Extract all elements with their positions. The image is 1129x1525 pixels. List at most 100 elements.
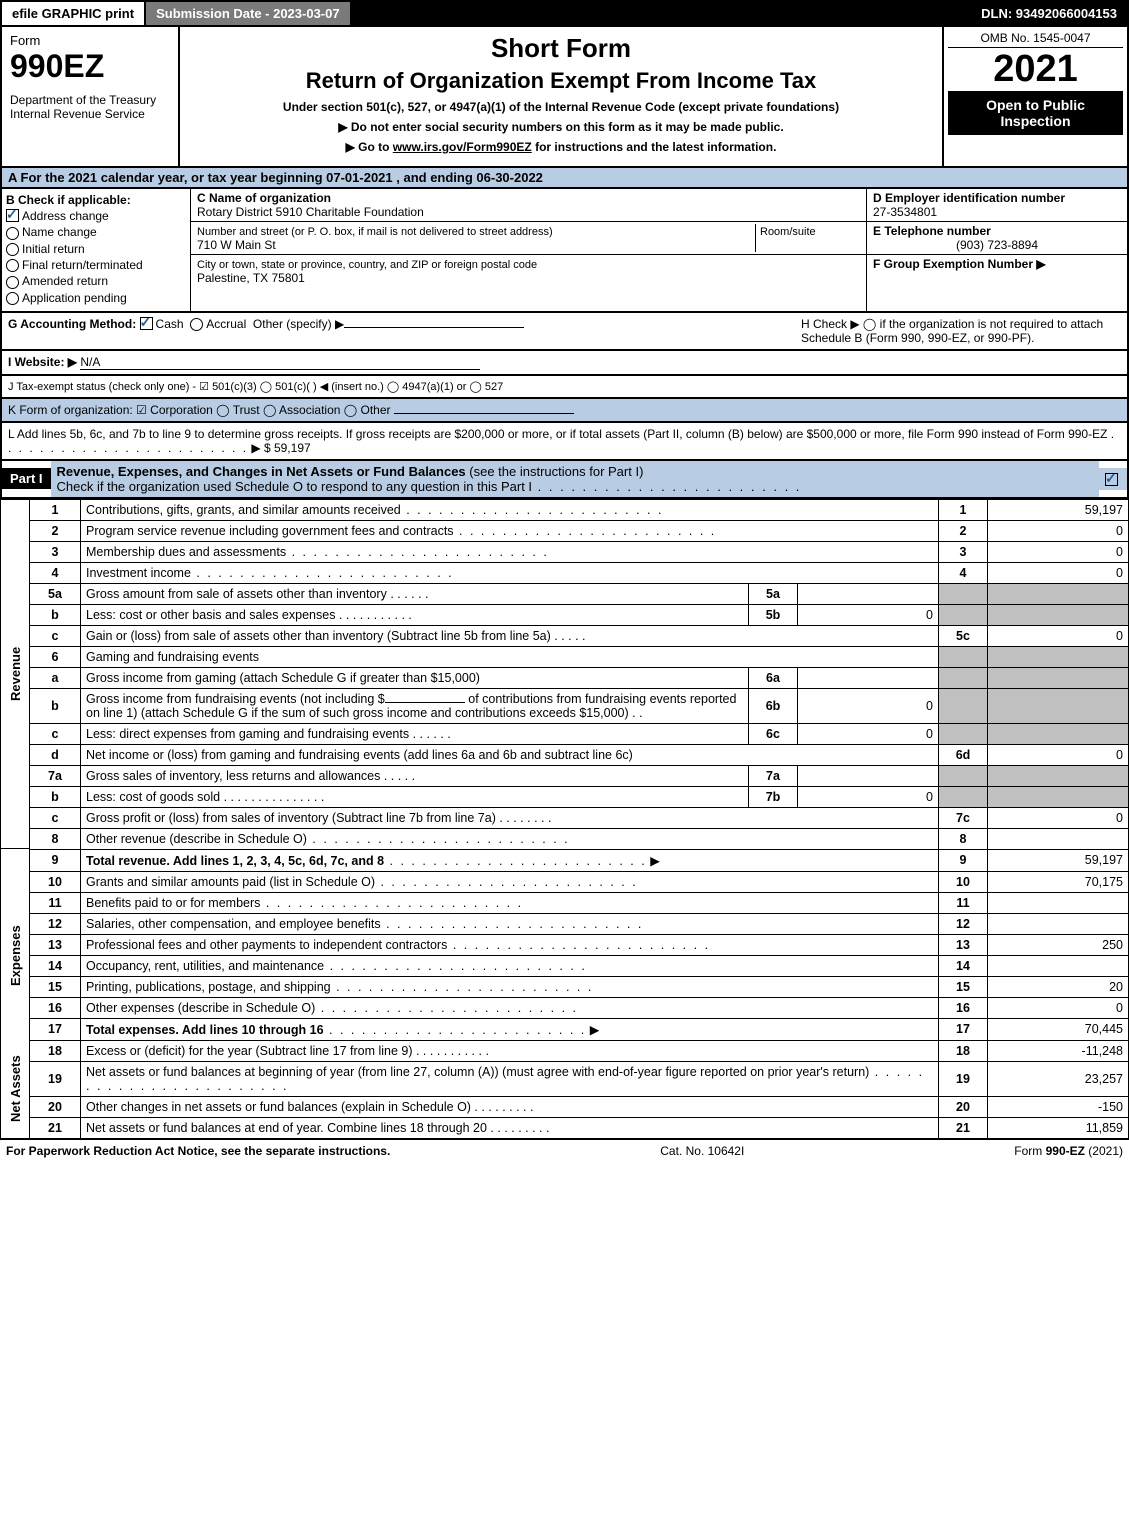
line-7c-desc: Gross profit or (loss) from sales of inv…	[86, 811, 496, 825]
page-footer: For Paperwork Reduction Act Notice, see …	[0, 1139, 1129, 1162]
line-11-amt	[988, 892, 1129, 913]
line-7c-no: c	[30, 807, 81, 828]
e-label: E Telephone number	[873, 224, 991, 238]
line-6a-sub: 6a	[749, 667, 798, 688]
line-5c-desc: Gain or (loss) from sale of assets other…	[86, 629, 551, 643]
line-5c-col: 5c	[939, 625, 988, 646]
room-label: Room/suite	[760, 226, 816, 238]
line-7c-amt: 0	[988, 807, 1129, 828]
line-7b-sub: 7b	[749, 786, 798, 807]
line-13-amt: 250	[988, 934, 1129, 955]
form-number: 990EZ	[10, 48, 170, 85]
cb-cash[interactable]	[140, 317, 153, 330]
line-8-amt	[988, 828, 1129, 849]
line-7b-subval: 0	[798, 786, 939, 807]
line-4-col: 4	[939, 562, 988, 583]
part-1-checkbox[interactable]	[1105, 473, 1118, 486]
line-20-desc: Other changes in net assets or fund bala…	[86, 1100, 471, 1114]
line-15-amt: 20	[988, 976, 1129, 997]
cb-label-5: Application pending	[22, 291, 127, 305]
line-3-no: 3	[30, 541, 81, 562]
website-value: N/A	[80, 355, 480, 370]
line-6b-pre: Gross income from fundraising events (no…	[86, 692, 385, 706]
f-label: F Group Exemption Number ▶	[873, 257, 1046, 271]
gray-6c-amt	[988, 723, 1129, 744]
line-19-no: 19	[30, 1061, 81, 1096]
line-8-no: 8	[30, 828, 81, 849]
line-5a-sub: 5a	[749, 583, 798, 604]
cb-application-pending[interactable]	[6, 292, 19, 305]
line-1-amt: 59,197	[988, 499, 1129, 520]
line-9-col: 9	[939, 849, 988, 871]
line-4-no: 4	[30, 562, 81, 583]
section-i: I Website: ▶ N/A	[0, 351, 1129, 376]
note2-pre: ▶ Go to	[346, 140, 393, 154]
line-6c-sub: 6c	[749, 723, 798, 744]
section-l: L Add lines 5b, 6c, and 7b to line 9 to …	[0, 423, 1129, 461]
g-other: Other (specify) ▶	[253, 317, 344, 331]
cb-label-3: Final return/terminated	[22, 258, 143, 272]
part-1-title-note: (see the instructions for Part I)	[466, 464, 644, 479]
form-header: Form 990EZ Department of the Treasury In…	[0, 27, 1129, 168]
line-7b-no: b	[30, 786, 81, 807]
gray-7b	[939, 786, 988, 807]
line-21-no: 21	[30, 1117, 81, 1138]
note2-post: for instructions and the latest informat…	[532, 140, 777, 154]
department: Department of the Treasury Internal Reve…	[10, 93, 170, 121]
line-6a-desc: Gross income from gaming (attach Schedul…	[86, 671, 480, 685]
efile-print[interactable]: efile GRAPHIC print	[2, 2, 146, 25]
cb-address-change[interactable]	[6, 209, 19, 222]
line-17-no: 17	[30, 1018, 81, 1040]
line-11-col: 11	[939, 892, 988, 913]
expenses-label: Expenses	[1, 871, 30, 1040]
line-17-desc: Total expenses. Add lines 10 through 16	[86, 1023, 324, 1037]
line-5c-amt: 0	[988, 625, 1129, 646]
line-16-amt: 0	[988, 997, 1129, 1018]
section-b-label: B Check if applicable:	[6, 193, 186, 207]
section-c: C Name of organization Rotary District 5…	[191, 189, 866, 311]
line-19-amt: 23,257	[988, 1061, 1129, 1096]
line-9-no: 9	[30, 849, 81, 871]
section-b-row: B Check if applicable: Address change Na…	[0, 189, 1129, 313]
gray-6a	[939, 667, 988, 688]
line-3-desc: Membership dues and assessments	[86, 545, 286, 559]
dln: DLN: 93492066004153	[971, 2, 1127, 25]
cb-label-0: Address change	[22, 209, 109, 223]
line-3-amt: 0	[988, 541, 1129, 562]
line-14-desc: Occupancy, rent, utilities, and maintena…	[86, 959, 324, 973]
line-7a-no: 7a	[30, 765, 81, 786]
line-14-amt	[988, 955, 1129, 976]
gray-5b	[939, 604, 988, 625]
cb-final-return[interactable]	[6, 259, 19, 272]
cb-name-change[interactable]	[6, 227, 19, 240]
line-21-amt: 11,859	[988, 1117, 1129, 1138]
line-11-desc: Benefits paid to or for members	[86, 896, 260, 910]
i-label: I Website: ▶	[8, 355, 77, 369]
line-2-amt: 0	[988, 520, 1129, 541]
cb-accrual[interactable]	[190, 318, 203, 331]
line-6d-desc: Net income or (loss) from gaming and fun…	[86, 748, 633, 762]
cb-label-2: Initial return	[22, 242, 85, 256]
line-12-amt	[988, 913, 1129, 934]
form-title: Return of Organization Exempt From Incom…	[186, 68, 936, 94]
line-2-desc: Program service revenue including govern…	[86, 524, 454, 538]
tax-year: 2021	[948, 48, 1123, 91]
line-6b-subval: 0	[798, 688, 939, 723]
irs-link[interactable]: www.irs.gov/Form990EZ	[393, 140, 532, 154]
omb-number: OMB No. 1545-0047	[948, 31, 1123, 48]
line-16-no: 16	[30, 997, 81, 1018]
l-text: L Add lines 5b, 6c, and 7b to line 9 to …	[8, 427, 1107, 441]
line-1-col: 1	[939, 499, 988, 520]
line-7a-sub: 7a	[749, 765, 798, 786]
form-subtitle: Under section 501(c), 527, or 4947(a)(1)…	[186, 100, 936, 114]
cb-amended-return[interactable]	[6, 276, 19, 289]
line-7a-desc: Gross sales of inventory, less returns a…	[86, 769, 380, 783]
footer-left: For Paperwork Reduction Act Notice, see …	[6, 1144, 390, 1158]
cb-initial-return[interactable]	[6, 243, 19, 256]
line-6b-no: b	[30, 688, 81, 723]
line-17-amt: 70,445	[988, 1018, 1129, 1040]
line-17-arrow: ▶	[590, 1023, 600, 1037]
line-13-col: 13	[939, 934, 988, 955]
line-10-col: 10	[939, 871, 988, 892]
ein-value: 27-3534801	[873, 205, 937, 219]
